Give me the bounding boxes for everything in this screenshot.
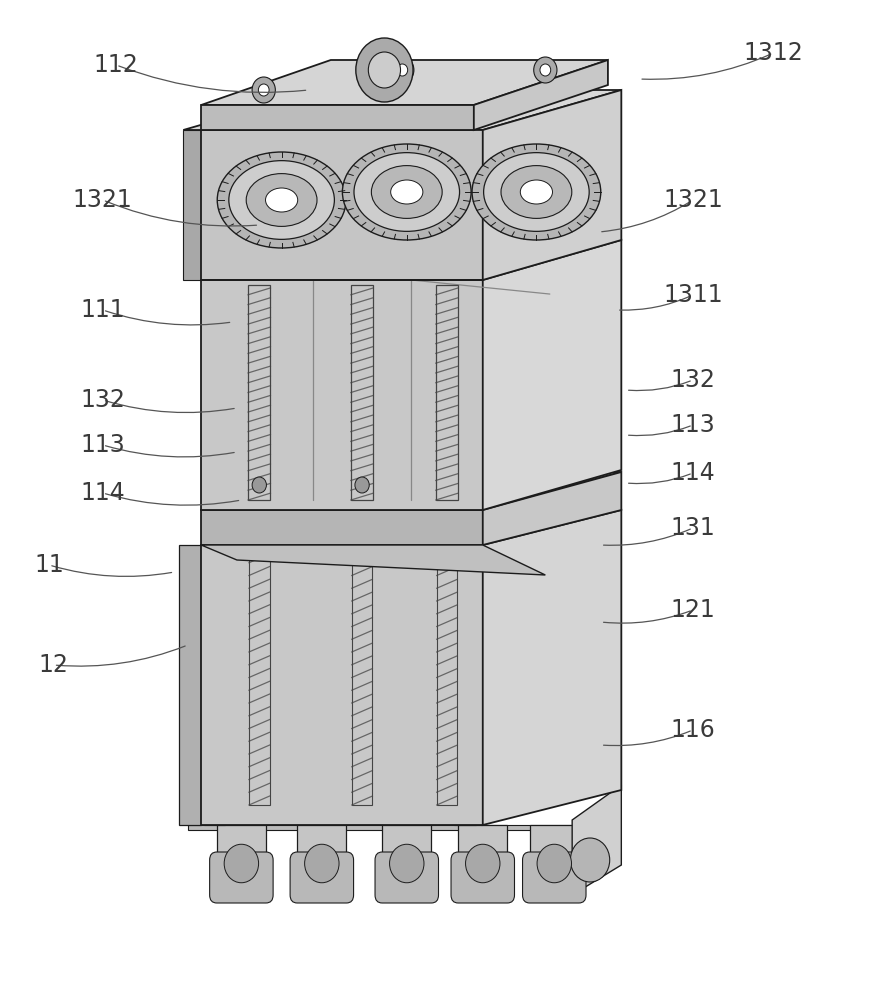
FancyBboxPatch shape [451, 852, 515, 903]
Circle shape [540, 64, 551, 76]
Circle shape [252, 77, 275, 103]
Polygon shape [201, 280, 483, 510]
Text: 112: 112 [94, 53, 139, 77]
Circle shape [368, 52, 401, 88]
Polygon shape [474, 60, 608, 130]
Ellipse shape [371, 166, 443, 218]
Circle shape [305, 844, 339, 883]
Polygon shape [201, 105, 474, 130]
Polygon shape [483, 510, 621, 825]
Ellipse shape [520, 180, 552, 204]
Text: 114: 114 [670, 461, 715, 485]
Polygon shape [201, 472, 621, 510]
Ellipse shape [501, 166, 572, 218]
Ellipse shape [342, 144, 471, 240]
Ellipse shape [472, 144, 601, 240]
Ellipse shape [266, 188, 298, 212]
Text: 121: 121 [670, 598, 715, 622]
Text: 113: 113 [670, 413, 715, 437]
Ellipse shape [391, 180, 423, 204]
Polygon shape [483, 90, 621, 280]
Polygon shape [572, 785, 621, 895]
Text: 131: 131 [670, 516, 715, 540]
Text: 1321: 1321 [73, 188, 132, 212]
Text: 1321: 1321 [663, 188, 722, 212]
Text: 1312: 1312 [744, 41, 803, 65]
Text: 1311: 1311 [663, 283, 722, 307]
Polygon shape [483, 472, 621, 545]
Circle shape [252, 477, 266, 493]
Circle shape [534, 57, 557, 83]
Ellipse shape [354, 153, 460, 231]
Polygon shape [183, 90, 621, 130]
Polygon shape [201, 60, 608, 105]
Polygon shape [297, 825, 347, 895]
Polygon shape [201, 545, 545, 575]
Polygon shape [188, 825, 572, 830]
Polygon shape [201, 510, 483, 545]
Polygon shape [454, 545, 476, 825]
Polygon shape [217, 825, 266, 895]
Ellipse shape [484, 153, 589, 231]
Polygon shape [179, 545, 201, 825]
FancyBboxPatch shape [290, 852, 353, 903]
Circle shape [258, 84, 269, 96]
Circle shape [570, 838, 610, 882]
Text: 12: 12 [38, 653, 69, 677]
Polygon shape [201, 545, 483, 825]
Polygon shape [201, 130, 483, 280]
Circle shape [355, 477, 369, 493]
FancyBboxPatch shape [209, 852, 274, 903]
Circle shape [224, 844, 258, 883]
Circle shape [397, 64, 408, 76]
Text: 132: 132 [80, 388, 125, 412]
Circle shape [356, 38, 413, 102]
Circle shape [537, 844, 571, 883]
Text: 116: 116 [670, 718, 715, 742]
Text: 114: 114 [80, 481, 125, 505]
Text: 111: 111 [80, 298, 125, 322]
Polygon shape [183, 130, 201, 280]
Ellipse shape [229, 161, 334, 239]
Circle shape [466, 844, 500, 883]
Polygon shape [459, 825, 508, 895]
Text: 113: 113 [80, 433, 125, 457]
FancyBboxPatch shape [375, 852, 438, 903]
FancyBboxPatch shape [522, 852, 586, 903]
Ellipse shape [246, 174, 317, 226]
Circle shape [390, 844, 424, 883]
Polygon shape [483, 240, 621, 510]
Text: 11: 11 [34, 553, 64, 577]
Text: 132: 132 [670, 368, 715, 392]
Polygon shape [529, 825, 579, 895]
Polygon shape [204, 545, 225, 825]
Ellipse shape [217, 152, 346, 248]
Polygon shape [383, 825, 431, 895]
Circle shape [391, 57, 414, 83]
